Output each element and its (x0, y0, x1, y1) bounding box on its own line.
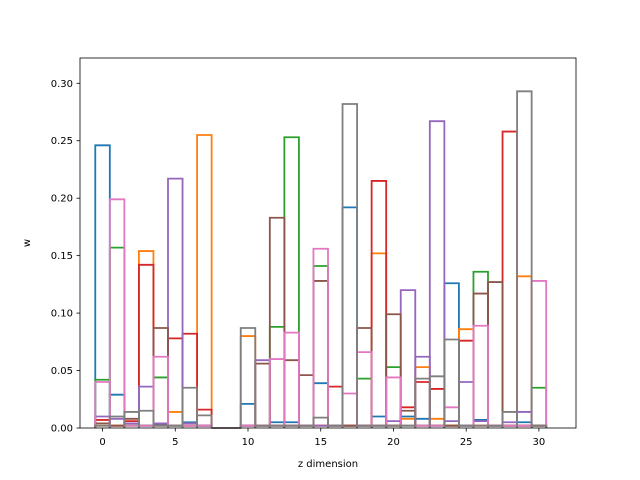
bin-30 (530, 424, 548, 428)
bin-15 (312, 247, 329, 428)
bin-7 (196, 414, 213, 428)
x-tick-label: 20 (387, 437, 400, 448)
bin-10 (239, 327, 257, 428)
x-tick-label: 30 (533, 437, 546, 448)
bin-6 (181, 386, 198, 428)
bin-7 (196, 134, 213, 428)
y-tick-label: 0.10 (51, 309, 73, 320)
bin-23 (428, 120, 446, 428)
x-tick-label: 15 (314, 437, 327, 448)
y-axis-label: w (22, 239, 33, 247)
x-axis-label: z dimension (298, 459, 358, 470)
x-tick-label: 0 (99, 437, 105, 448)
y-tick-label: 0.25 (51, 136, 73, 147)
bin-5 (167, 177, 184, 428)
bin-13 (283, 331, 300, 428)
bin-17 (341, 103, 358, 428)
y-tick-label: 0.15 (51, 251, 73, 262)
plot-area (79, 57, 577, 429)
x-tick-label: 25 (460, 437, 473, 448)
bin-3 (138, 409, 155, 428)
y-tick-label: 0.20 (51, 194, 73, 205)
bin-29 (516, 90, 533, 428)
y-tick-label: 0.00 (51, 424, 73, 435)
y-axis: 0.00 0.05 0.10 0.15 0.20 0.25 0.30 (51, 79, 80, 435)
bin-26 (472, 324, 489, 428)
series-gray (94, 90, 548, 429)
bin-4 (152, 355, 169, 428)
bin-19 (370, 180, 388, 428)
bin-1 (108, 198, 126, 428)
bin-20 (385, 313, 402, 428)
bin-15 (312, 416, 329, 428)
x-tick-label: 5 (172, 437, 178, 448)
x-axis: 0 5 10 15 20 25 30 (99, 428, 545, 448)
y-tick-label: 0.05 (51, 366, 73, 377)
bin-24 (443, 338, 460, 428)
x-tick-label: 10 (242, 437, 255, 448)
series-layer (94, 90, 548, 429)
bin-12 (268, 216, 286, 428)
bin-20 (385, 376, 402, 428)
axes-frame (79, 57, 577, 429)
y-tick-label: 0.30 (51, 79, 73, 90)
